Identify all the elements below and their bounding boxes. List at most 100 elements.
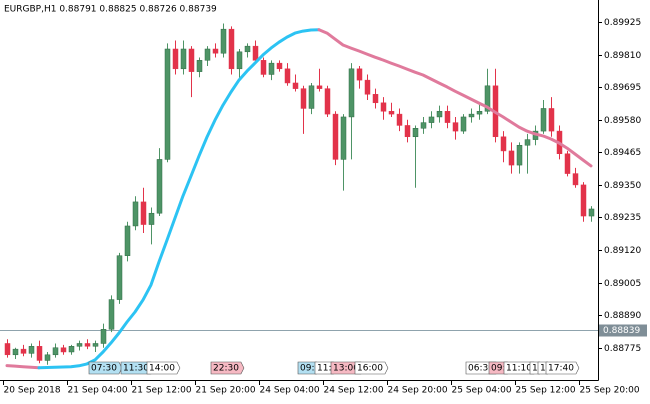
moving-average <box>5 364 41 370</box>
candle-body <box>548 108 555 132</box>
candle-body <box>268 62 275 75</box>
candle-body <box>124 225 131 256</box>
candle-body <box>140 201 147 225</box>
candle-body <box>484 85 491 112</box>
candle-body <box>44 354 51 361</box>
candle-body <box>420 122 427 129</box>
candle-body <box>108 299 115 330</box>
candle-body <box>572 173 579 186</box>
event-tag-box <box>354 361 389 375</box>
candle-body <box>228 28 235 70</box>
candle-body <box>260 60 267 75</box>
candle-body <box>436 111 443 118</box>
y-tick-label: 0.88890 <box>604 311 641 321</box>
candle-body <box>588 208 595 217</box>
candle-body <box>300 88 307 109</box>
candle-body <box>508 150 515 166</box>
candle-body <box>380 102 387 112</box>
candle-body <box>356 68 363 81</box>
candle-body <box>28 346 35 354</box>
candle-body <box>292 82 299 89</box>
x-tick-label: 20 Sep 2018 <box>4 386 61 396</box>
x-tick-label: 25 Sep 04:00 <box>452 386 512 396</box>
candle-body <box>172 48 179 70</box>
candle-body <box>188 48 195 72</box>
candle-body <box>412 128 419 138</box>
event-tag-label: 06:30 <box>468 364 494 374</box>
candle-body <box>220 28 227 54</box>
candle-body <box>76 343 83 347</box>
x-tick-label: 24 Sep 20:00 <box>388 386 448 396</box>
event-tag-label: 11:30 <box>123 364 149 374</box>
candle-body <box>212 48 219 54</box>
candle-body <box>60 347 67 353</box>
chart-title: EURGBP,H1 0.88791 0.88825 0.88726 0.8873… <box>4 5 217 15</box>
candle-body <box>428 116 435 123</box>
candle-body <box>100 329 107 344</box>
y-tick-label: 0.89695 <box>604 83 641 93</box>
candle-body <box>84 343 91 347</box>
y-tick-label: 0.89465 <box>604 148 641 158</box>
candle-body <box>252 45 259 61</box>
candle-body <box>468 113 475 118</box>
event-tag-label: 11:10 <box>506 364 532 374</box>
event-tag-label: 17:40 <box>548 364 574 374</box>
candle-body <box>388 111 395 115</box>
event-tag-box <box>210 361 245 375</box>
candle-body <box>116 255 123 300</box>
y-tick-label: 0.89350 <box>604 181 641 191</box>
candle-body <box>444 111 451 123</box>
candle-body <box>316 85 323 89</box>
event-tag: 17:40 <box>545 361 580 375</box>
event-tag: 14:00 <box>146 361 181 375</box>
candle-body <box>332 113 339 160</box>
event-tag: 22:30 <box>210 361 245 375</box>
candle-body <box>148 212 155 225</box>
event-tag-label: 1 <box>532 364 538 374</box>
y-tick-label: 0.89580 <box>604 116 641 126</box>
event-tag-box <box>545 361 580 375</box>
event-tag-label: 13:00 <box>333 364 359 374</box>
x-tick-label: 21 Sep 12:00 <box>132 386 192 396</box>
candle-body <box>180 48 187 70</box>
event-tag-label: 11: <box>317 364 331 374</box>
event-tag-label: 16:00 <box>357 364 383 374</box>
candle-body <box>156 159 163 214</box>
event-tag-label: 09: <box>491 364 505 374</box>
candle-body <box>244 45 251 53</box>
candle-body <box>348 68 355 118</box>
candle-body <box>276 62 283 70</box>
price-label-bg <box>599 324 647 337</box>
candle-body <box>20 348 27 354</box>
y-tick-label: 0.89925 <box>604 18 641 28</box>
candle-body <box>476 111 483 115</box>
candle-body <box>364 79 371 95</box>
candle-body <box>564 153 571 174</box>
moving-average <box>317 28 593 168</box>
candle-body <box>372 94 379 104</box>
candle-body <box>500 136 507 152</box>
event-tag: 07:30 <box>88 361 123 375</box>
candle-body <box>196 60 203 72</box>
y-tick-label: 0.88775 <box>604 344 641 354</box>
event-tag-box <box>88 361 123 375</box>
candle-body <box>396 113 403 126</box>
price-label: 0.88839 <box>603 326 640 336</box>
event-tag-label: 1 <box>540 364 546 374</box>
x-tick-label: 25 Sep 12:00 <box>516 386 576 396</box>
candle-body <box>12 348 19 356</box>
x-tick-label: 24 Sep 04:00 <box>260 386 320 396</box>
candle-body <box>92 343 99 347</box>
candle-body <box>516 145 523 166</box>
candle-body <box>404 125 411 138</box>
candle-body <box>308 85 315 109</box>
event-tag-label: 22:30 <box>213 364 239 374</box>
candle-body <box>132 201 139 227</box>
candle-body <box>540 108 547 132</box>
event-tag-box <box>146 361 181 375</box>
candle-body <box>4 343 11 356</box>
event-tag-label: 07:30 <box>91 364 117 374</box>
candle-body <box>452 122 459 132</box>
